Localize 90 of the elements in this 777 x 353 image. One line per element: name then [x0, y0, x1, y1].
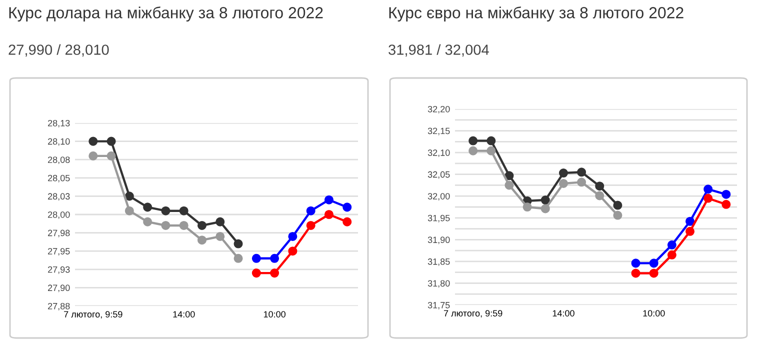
- y-tick-label: 28,08: [48, 156, 70, 164]
- point: [88, 151, 98, 160]
- point: [577, 178, 586, 187]
- y-tick-label: 32,00: [428, 193, 450, 201]
- point: [216, 232, 225, 241]
- point: [722, 200, 731, 209]
- point: [540, 204, 550, 214]
- y-tick-label: 31,90: [428, 236, 450, 244]
- point: [306, 220, 316, 230]
- y-tick-label: 27,90: [48, 284, 70, 292]
- point: [252, 268, 261, 278]
- point: [558, 178, 568, 188]
- point: [504, 171, 514, 180]
- point: [306, 206, 316, 216]
- x-tick-label: 10:00: [643, 310, 665, 316]
- y-tick-label: 28,13: [48, 120, 70, 128]
- y-tick-label: 28,10: [48, 138, 70, 146]
- point: [143, 202, 152, 212]
- point: [613, 200, 622, 210]
- x-tick-label: 14:00: [552, 310, 574, 316]
- point: [631, 258, 640, 268]
- point: [270, 254, 280, 263]
- point: [342, 202, 352, 212]
- point: [468, 136, 478, 146]
- y-tick-label: 32,05: [428, 171, 450, 179]
- point: [704, 184, 713, 194]
- point: [342, 217, 352, 226]
- point: [324, 210, 334, 220]
- point: [124, 192, 134, 201]
- y-tick-label: 31,95: [428, 214, 450, 222]
- x-tick-label: 7 лютого, 9:59: [444, 310, 502, 318]
- y-tick-label: 32,15: [428, 128, 450, 136]
- y-tick-label: 27,95: [48, 248, 70, 256]
- point: [270, 268, 280, 278]
- y-tick-label: 32,20: [428, 106, 450, 114]
- y-tick-label: 31,80: [428, 280, 450, 288]
- point: [161, 206, 170, 216]
- y-tick-label: 31,85: [428, 258, 450, 266]
- point: [288, 232, 298, 241]
- point: [252, 254, 261, 263]
- point: [106, 151, 116, 160]
- point: [124, 206, 134, 216]
- point: [161, 220, 170, 230]
- y-tick-label: 28,03: [48, 193, 70, 201]
- point: [88, 136, 98, 146]
- point: [558, 168, 568, 178]
- point: [631, 268, 640, 278]
- y-tick-label: 27,93: [48, 266, 70, 274]
- x-tick-label: 14:00: [173, 311, 195, 318]
- point: [197, 236, 206, 245]
- chart-title: Курс долара на міжбанку за 8 лютого 2022: [9, 6, 323, 22]
- point: [613, 210, 622, 220]
- point: [468, 146, 478, 156]
- point: [216, 217, 225, 226]
- chart-title: Курс євро на міжбанку за 8 лютого 2022: [389, 6, 684, 22]
- y-tick-label: 27,98: [48, 230, 70, 238]
- point: [667, 250, 676, 260]
- y-tick-label: 32,10: [428, 150, 450, 157]
- point: [595, 182, 604, 191]
- point: [234, 239, 243, 248]
- point: [577, 168, 586, 177]
- point: [179, 206, 188, 216]
- point: [106, 136, 116, 146]
- point: [649, 258, 658, 268]
- y-tick-label: 28,00: [48, 211, 70, 219]
- point: [649, 268, 658, 278]
- point: [324, 195, 334, 204]
- point: [704, 194, 713, 203]
- point: [234, 254, 243, 263]
- point: [288, 246, 298, 256]
- point: [179, 220, 188, 230]
- point: [504, 180, 514, 190]
- chart-subtitle: 27,990 / 28,010: [8, 44, 109, 57]
- point: [197, 220, 206, 230]
- point: [143, 217, 152, 226]
- point: [685, 226, 695, 236]
- point: [486, 146, 496, 156]
- y-tick-label: 27,88: [48, 302, 70, 310]
- point: [722, 190, 731, 199]
- point: [522, 202, 532, 212]
- point: [540, 196, 550, 205]
- point: [486, 136, 496, 146]
- y-tick-label: 28,05: [48, 174, 70, 182]
- y-tick-label: 31,75: [428, 302, 450, 310]
- point: [667, 240, 676, 250]
- chart-subtitle: 31,981 / 32,004: [388, 44, 489, 57]
- x-tick-label: 10:00: [264, 311, 286, 318]
- point: [595, 191, 604, 200]
- x-tick-label: 7 лютого, 9:59: [64, 311, 122, 319]
- point: [685, 216, 695, 226]
